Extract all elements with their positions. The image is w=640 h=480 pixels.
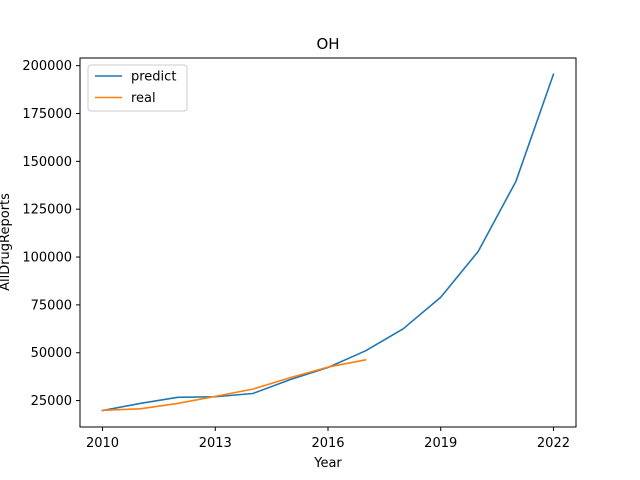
legend: predict real [87,64,188,112]
series-line-real [101,358,367,412]
x-tick-label: 2013 [199,436,232,451]
x-axis: 2010 2013 2016 2019 2022 [86,427,570,451]
y-tick-label: 100000 [22,251,72,266]
y-axis: 25000 50000 75000 100000 125000 150000 175000 2… [22,59,80,409]
y-tick-label: 150000 [22,155,72,170]
legend-label-real: real [131,91,156,106]
chart-title: OH [316,35,339,53]
plot-lines [101,73,555,412]
x-axis-label: Year [313,456,342,471]
x-tick-label: 2022 [537,436,570,451]
y-tick-label: 75000 [31,298,72,313]
y-tick-label: 175000 [22,107,72,122]
x-tick-label: 2010 [86,436,119,451]
y-tick-label: 25000 [31,394,72,409]
y-tick-label: 50000 [31,346,72,361]
y-axis-label: AllDrugReports [0,193,13,291]
x-tick-label: 2019 [424,436,457,451]
y-tick-label: 125000 [22,203,72,218]
y-tick-label: 200000 [22,59,72,74]
x-tick-label: 2016 [311,436,344,451]
legend-label-predict: predict [131,70,176,85]
